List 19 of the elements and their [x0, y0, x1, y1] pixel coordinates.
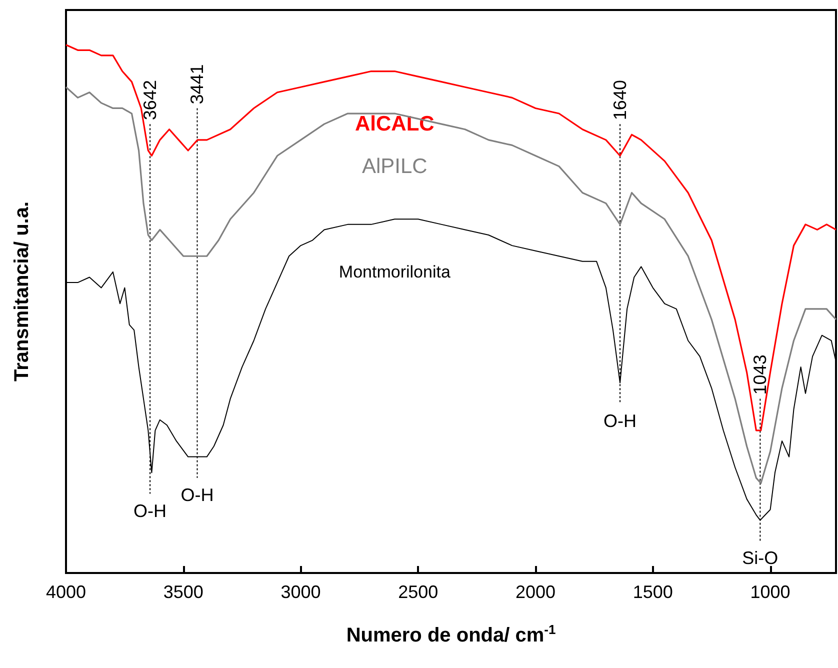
- ref-line-label: 3441: [187, 64, 208, 104]
- x-tick-label: 3000: [280, 582, 321, 602]
- ref-line-label: 3642: [140, 80, 160, 120]
- x-tick-label: 2000: [515, 582, 556, 602]
- x-tick-label: 1000: [750, 582, 790, 602]
- annotation: O-H: [180, 484, 214, 505]
- ref-line-label: 1640: [610, 80, 630, 120]
- y-axis-title: Transmitancia/ u.a.: [11, 201, 33, 382]
- annotation: O-H: [134, 500, 167, 521]
- x-tick-label: 4000: [46, 582, 86, 602]
- x-tick-label: 1500: [632, 582, 673, 602]
- ref-line-label: 1043: [750, 354, 770, 395]
- x-tick-label: 2500: [398, 582, 438, 602]
- x-tick-label: 3500: [163, 582, 204, 602]
- annotation: Si-O: [742, 548, 778, 568]
- text: Montmorilonita: [338, 262, 451, 282]
- series-label: AlCALC: [354, 112, 434, 136]
- series-label: AlPILC: [362, 154, 428, 178]
- annotation: O-H: [604, 410, 637, 431]
